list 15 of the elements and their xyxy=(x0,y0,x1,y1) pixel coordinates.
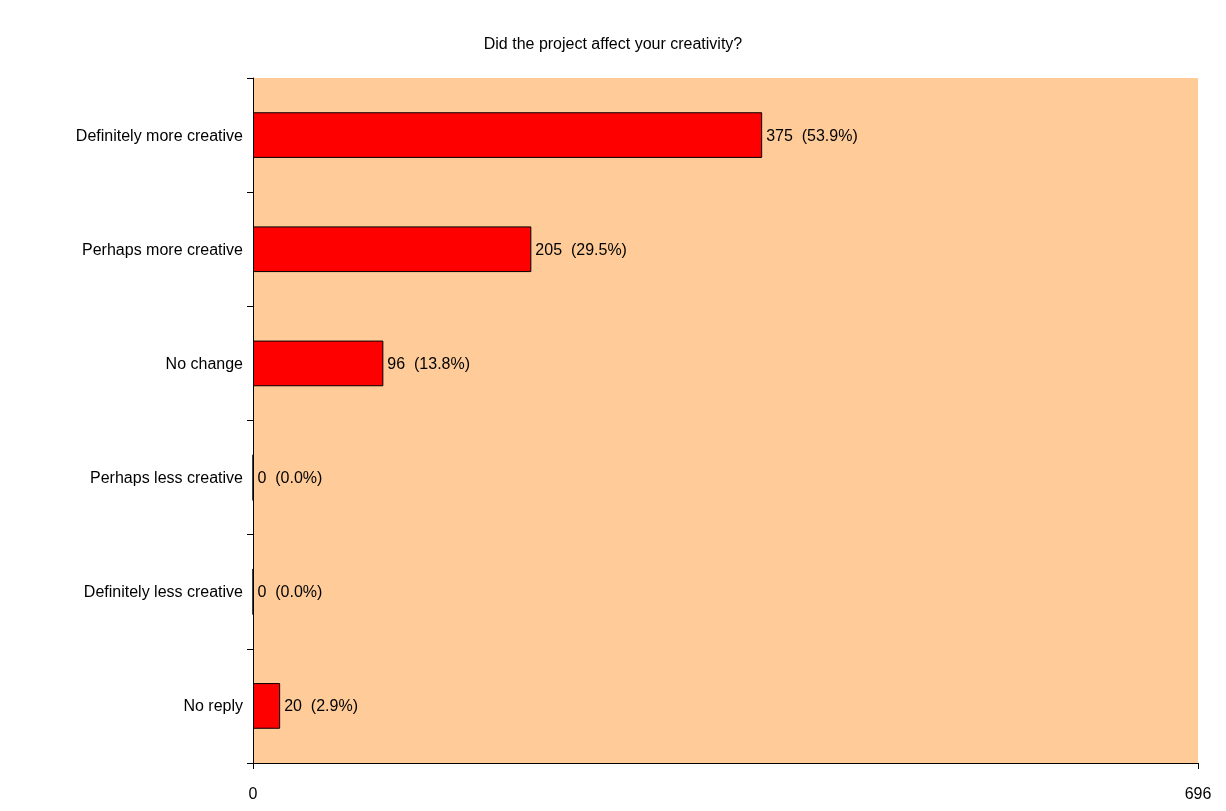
x-tick-label: 0 xyxy=(248,784,258,802)
y-tick-label: Definitely more creative xyxy=(75,126,244,144)
data-label: 20 (2.9%) xyxy=(284,697,358,715)
y-tick-label: No reply xyxy=(183,697,243,715)
data-label: 96 (13.8%) xyxy=(387,354,471,372)
y-tick-label: Perhaps less creative xyxy=(90,469,244,487)
data-label: 205 (29.5%) xyxy=(535,240,627,258)
y-tick-label: Perhaps more creative xyxy=(82,240,244,258)
y-tick-label: Definitely less creative xyxy=(83,583,244,601)
data-label: 375 (53.9%) xyxy=(766,126,858,144)
x-tick-label: 696 xyxy=(1184,784,1212,802)
y-tick-label: No change xyxy=(165,354,244,372)
chart-title: Did the project affect your creativity? xyxy=(483,34,743,52)
data-label: 0 (0.0%) xyxy=(257,583,323,601)
data-label: 0 (0.0%) xyxy=(257,469,323,487)
